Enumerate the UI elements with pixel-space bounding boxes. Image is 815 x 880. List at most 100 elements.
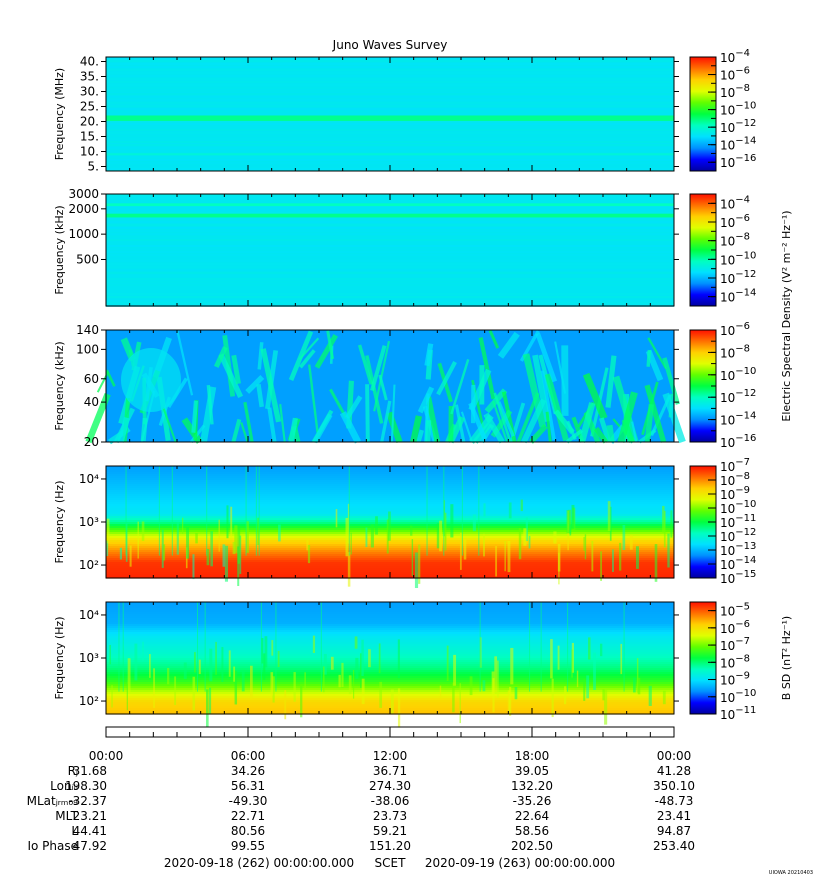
ephemeris-value: 34.26	[231, 764, 265, 778]
emission-band	[106, 203, 674, 207]
colorbar-tick-label: 10−6	[720, 619, 750, 636]
ephemeris-value: -49.30	[229, 794, 268, 808]
ephemeris-value: 41.28	[657, 764, 691, 778]
time-tick-label: 12:00	[373, 749, 408, 763]
y-tick-label: 500	[76, 252, 99, 266]
colorbar-tick-label: 10−8	[720, 343, 750, 360]
time-axis: 00:00 06:00 12:00 18:00 00:00	[89, 726, 692, 763]
colorbar-tick-label: 10−8	[720, 83, 750, 100]
colorbar-tick-label: 10−5	[720, 602, 750, 619]
spectrogram-4: 10⁴ 10³ 10² Frequency (Hz) 10−710−810−910−10…	[53, 457, 756, 589]
ephemeris-label: MLatⱼᵣₘ₀₉	[27, 794, 79, 808]
colorbar-tick-label: 10−14	[720, 288, 756, 305]
ephemeris-value: 22.64	[515, 809, 549, 823]
colorbar-tick-label: 10−13	[720, 541, 756, 558]
ephemeris-value: 80.56	[231, 824, 265, 838]
y-tick-label: 1000	[68, 227, 99, 241]
ephemeris-value: 39.05	[515, 764, 549, 778]
ephemeris-value: -48.73	[655, 794, 694, 808]
time-tick-label: 00:00	[657, 749, 692, 763]
colorbar-tick-label: 10−10	[720, 101, 756, 118]
y-tick-label: 35.	[80, 70, 99, 84]
y-tick-label: 3000	[68, 187, 99, 201]
y-tick-label: 25.	[80, 100, 99, 114]
y-tick-label: 20.	[80, 115, 99, 129]
ephemeris-value: 132.20	[511, 779, 553, 793]
ephemeris-value: -38.06	[371, 794, 410, 808]
colorbar-tick-label: 10−10	[720, 688, 756, 705]
colorbar-tick-label: 10−16	[720, 153, 756, 170]
ephemeris-value: 22.71	[231, 809, 265, 823]
colorbar-tick-label: 10−11	[720, 513, 756, 530]
y-tick-label: 10.	[80, 145, 99, 159]
colorbar-tick-label: 10−7	[720, 457, 750, 474]
colorbar-tick-label: 10−7	[720, 636, 750, 653]
y-tick-label: 100	[76, 342, 99, 356]
ephemeris-label: Io Phase	[27, 839, 78, 853]
colorbar-tick-label: 10−10	[720, 366, 756, 383]
colorbar-tick-label: 10−9	[720, 671, 750, 688]
colorbar-tick-label: 10−16	[720, 433, 756, 450]
y-tick-label: 2000	[68, 202, 99, 216]
ephemeris-value: -35.26	[513, 794, 552, 808]
ephemeris-value: 99.55	[231, 839, 265, 853]
y-tick-label: 10⁴	[79, 608, 99, 622]
colorbar-tick-label: 10−11	[720, 705, 756, 722]
y-axis-label: Frequency (kHz)	[53, 341, 66, 430]
colorbar-title: Electric Spectral Density (V² m⁻² Hz⁻¹)	[780, 210, 793, 421]
ephemeris-value: 58.56	[515, 824, 549, 838]
ephemeris-value: 31.68	[73, 764, 107, 778]
footer-stamp: UIOWA 20210403	[769, 870, 813, 876]
y-tick-label: 140	[76, 323, 99, 337]
colorbar-tick-label: 10−8	[720, 471, 750, 488]
time-tick-label: 00:00	[89, 749, 124, 763]
colorbar-tick-label: 10−6	[720, 213, 750, 230]
time-tick-label: 06:00	[231, 749, 266, 763]
y-tick-label: 40	[84, 395, 99, 409]
colorbar-tick-label: 10−6	[720, 66, 750, 83]
y-tick-label: 10⁴	[79, 472, 99, 486]
ephemeris-value: -32.37	[68, 794, 107, 808]
colorbar-tick-label: 10−4	[720, 48, 750, 65]
ephemeris-value: 23.41	[657, 809, 691, 823]
y-tick-label: 30.	[80, 85, 99, 99]
y-tick-label: 10³	[79, 651, 99, 665]
y-tick-label: 10²	[79, 558, 99, 572]
ephemeris-label: MLT	[55, 809, 78, 823]
emission-band	[106, 213, 674, 218]
colorbar-tick-label: 10−8	[720, 653, 750, 670]
footer-start-time: 2020-09-18 (262) 00:00:00.000	[164, 856, 354, 870]
colorbar: 10−4 10−6 10−810−10 10−12 10−14	[689, 193, 756, 307]
ephemeris-value: 23.73	[373, 809, 407, 823]
colorbar-tick-label: 10−9	[720, 485, 750, 502]
ephemeris-value: 56.31	[231, 779, 265, 793]
y-tick-label: 10²	[79, 694, 99, 708]
figure-title: Juno Waves Survey	[332, 38, 448, 52]
y-tick-label: 40.	[80, 55, 99, 69]
colorbar-tick-label: 10−15	[720, 569, 756, 586]
y-tick-label: 20	[84, 435, 99, 449]
footer-scet-label: SCET	[375, 856, 407, 870]
colorbar-tick-label: 10−14	[720, 555, 756, 572]
ephemeris-label: L	[71, 824, 78, 838]
footer: 2020-09-18 (262) 00:00:00.000 SCET 2020-…	[164, 856, 813, 876]
ephemeris-value: 94.87	[657, 824, 691, 838]
spectrogram-texture	[85, 329, 686, 445]
y-axis-label: Frequency (Hz)	[53, 481, 66, 564]
spectrogram-texture	[106, 466, 674, 589]
ephemeris-value: 202.50	[511, 839, 553, 853]
footer-end-time: 2020-09-19 (263) 00:00:00.000	[425, 856, 615, 870]
ephemeris-value: 36.71	[373, 764, 407, 778]
spectrogram-texture	[106, 602, 674, 728]
spectrogram-3: 140 100 60 40 20 Frequency (kHz) 10−6 10−8 10−10…	[53, 210, 793, 450]
colorbar-tick-label: 10−8	[720, 232, 750, 249]
ephemeris-value: 253.40	[653, 839, 695, 853]
y-tick-label: 60	[84, 372, 99, 386]
colorbar-tick-label: 10−4	[720, 194, 750, 211]
